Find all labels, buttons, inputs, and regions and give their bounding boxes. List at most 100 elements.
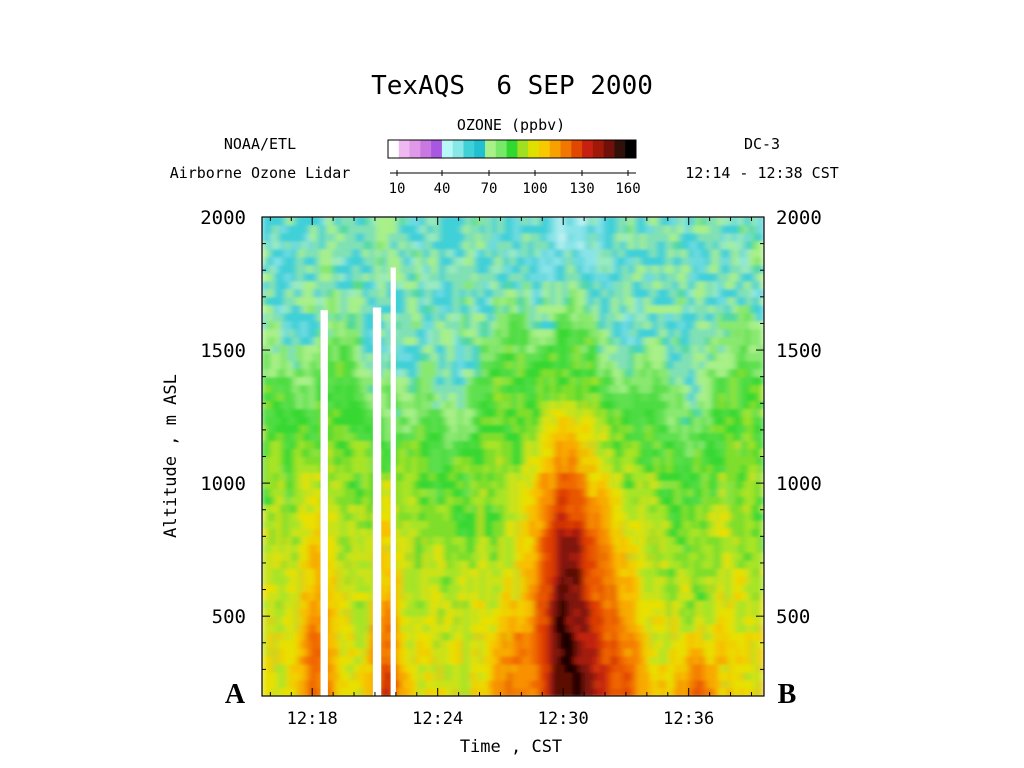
heatmap-cell	[546, 471, 552, 481]
heatmap-cell	[341, 551, 347, 561]
heatmap-cell	[462, 663, 468, 673]
heatmap-cell	[470, 256, 476, 266]
heatmap-cell	[341, 352, 347, 362]
heatmap-cell	[293, 535, 299, 545]
heatmap-cell	[410, 424, 416, 434]
heatmap-cell	[385, 336, 392, 346]
heatmap-cell	[325, 384, 331, 394]
heatmap-cell	[510, 376, 516, 386]
heatmap-cell	[353, 416, 359, 426]
heatmap-cell	[273, 368, 279, 378]
heatmap-cell	[357, 471, 363, 481]
heatmap-cell	[474, 631, 480, 641]
heatmap-cell	[293, 511, 299, 521]
heatmap-cell	[434, 280, 440, 290]
heatmap-cell	[262, 679, 267, 689]
heatmap-cell	[450, 312, 456, 322]
heatmap-cell	[442, 655, 448, 665]
heatmap-cell	[293, 304, 299, 314]
heatmap-cell	[446, 543, 452, 553]
heatmap-cell	[406, 344, 412, 354]
heatmap-cell	[345, 336, 351, 346]
heatmap-cell	[361, 519, 367, 529]
heatmap-cell	[562, 368, 568, 378]
heatmap-cell	[466, 631, 472, 641]
heatmap-cell	[410, 320, 416, 330]
heatmap-cell	[538, 663, 544, 673]
heatmap-cell	[490, 416, 496, 426]
heatmap-cell	[578, 416, 584, 426]
heatmap-cell	[470, 432, 476, 442]
heatmap-cell	[566, 503, 572, 513]
heatmap-cell	[438, 463, 444, 473]
heatmap-cell	[353, 663, 359, 673]
heatmap-cell	[466, 400, 472, 410]
heatmap-cell	[337, 543, 343, 553]
heatmap-cell	[514, 217, 520, 226]
heatmap-cell	[526, 687, 532, 696]
heatmap-cell	[438, 655, 444, 665]
heatmap-cell	[590, 671, 596, 681]
heatmap-cell	[470, 575, 476, 585]
heatmap-cell	[482, 679, 488, 689]
heatmap-cell	[265, 312, 271, 322]
heatmap-cell	[558, 671, 564, 681]
heatmap-cell	[406, 288, 412, 298]
heatmap-cell	[454, 400, 460, 410]
heatmap-cell	[414, 432, 420, 442]
heatmap-cell	[582, 551, 588, 561]
heatmap-cell	[426, 551, 432, 561]
heatmap-cell	[514, 424, 520, 434]
heatmap-cell	[293, 448, 299, 457]
heatmap-cell	[474, 336, 480, 346]
heatmap-cell	[369, 288, 375, 298]
heatmap-cell	[269, 424, 275, 434]
heatmap-cell	[434, 527, 440, 537]
heatmap-cell	[566, 655, 572, 665]
heatmap-cell	[394, 655, 400, 665]
heatmap-cell	[566, 240, 572, 250]
heatmap-cell	[446, 264, 452, 274]
heatmap-cell	[478, 304, 484, 314]
heatmap-cell	[482, 376, 488, 386]
heatmap-cell	[329, 487, 335, 497]
heatmap-cell	[486, 655, 492, 665]
heatmap-cell	[273, 559, 279, 569]
heatmap-cell	[494, 511, 500, 521]
heatmap-cell	[546, 264, 552, 274]
heatmap-cell	[574, 376, 580, 386]
heatmap-cell	[538, 272, 544, 282]
heatmap-cell	[414, 647, 420, 657]
heatmap-cell	[325, 487, 331, 497]
heatmap-cell	[530, 376, 536, 386]
heatmap-cell	[273, 224, 279, 234]
heatmap-cell	[470, 471, 476, 481]
heatmap-cell	[369, 583, 375, 593]
heatmap-cell	[474, 551, 480, 561]
heatmap-cell	[538, 416, 544, 426]
heatmap-cell	[333, 448, 339, 457]
heatmap-cell	[301, 519, 307, 529]
heatmap-cell	[526, 607, 532, 617]
heatmap-cell	[446, 440, 452, 450]
heatmap-cell	[458, 440, 464, 450]
heatmap-cell	[526, 456, 532, 465]
heatmap-cell	[301, 272, 307, 282]
heatmap-cell	[486, 368, 492, 378]
heatmap-cell	[289, 296, 295, 306]
heatmap-cell	[554, 360, 560, 370]
heatmap-cell	[390, 240, 396, 250]
heatmap-cell	[514, 487, 520, 497]
heatmap-cell	[353, 543, 359, 553]
heatmap-cell	[309, 559, 315, 569]
heatmap-cell	[434, 511, 440, 521]
heatmap-cell	[269, 679, 275, 689]
heatmap-cell	[297, 240, 303, 250]
heatmap-cell	[406, 495, 412, 505]
heatmap-cell	[522, 448, 528, 457]
heatmap-cell	[281, 360, 287, 370]
heatmap-cell	[321, 304, 327, 314]
heatmap-cell	[430, 623, 436, 633]
heatmap-cell	[442, 607, 448, 617]
heatmap-cell	[422, 527, 428, 537]
